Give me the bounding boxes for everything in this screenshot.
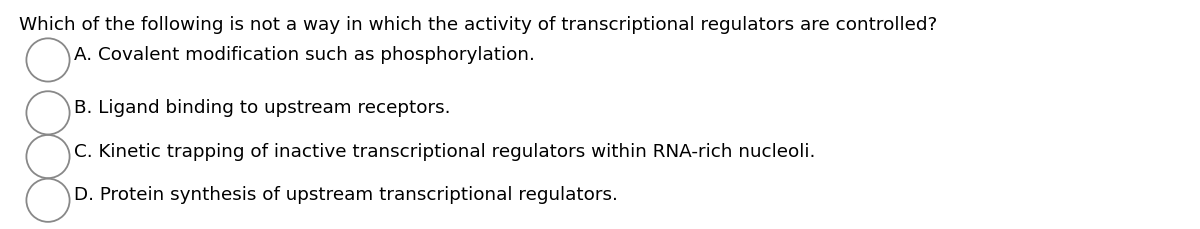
Text: B. Ligand binding to upstream receptors.: B. Ligand binding to upstream receptors. — [74, 99, 451, 117]
Text: A. Covalent modification such as phosphorylation.: A. Covalent modification such as phospho… — [74, 46, 535, 64]
Text: Which of the following is not a way in which the activity of transcriptional reg: Which of the following is not a way in w… — [19, 16, 937, 34]
Text: D. Protein synthesis of upstream transcriptional regulators.: D. Protein synthesis of upstream transcr… — [74, 186, 618, 204]
Text: C. Kinetic trapping of inactive transcriptional regulators within RNA-rich nucle: C. Kinetic trapping of inactive transcri… — [74, 142, 816, 160]
